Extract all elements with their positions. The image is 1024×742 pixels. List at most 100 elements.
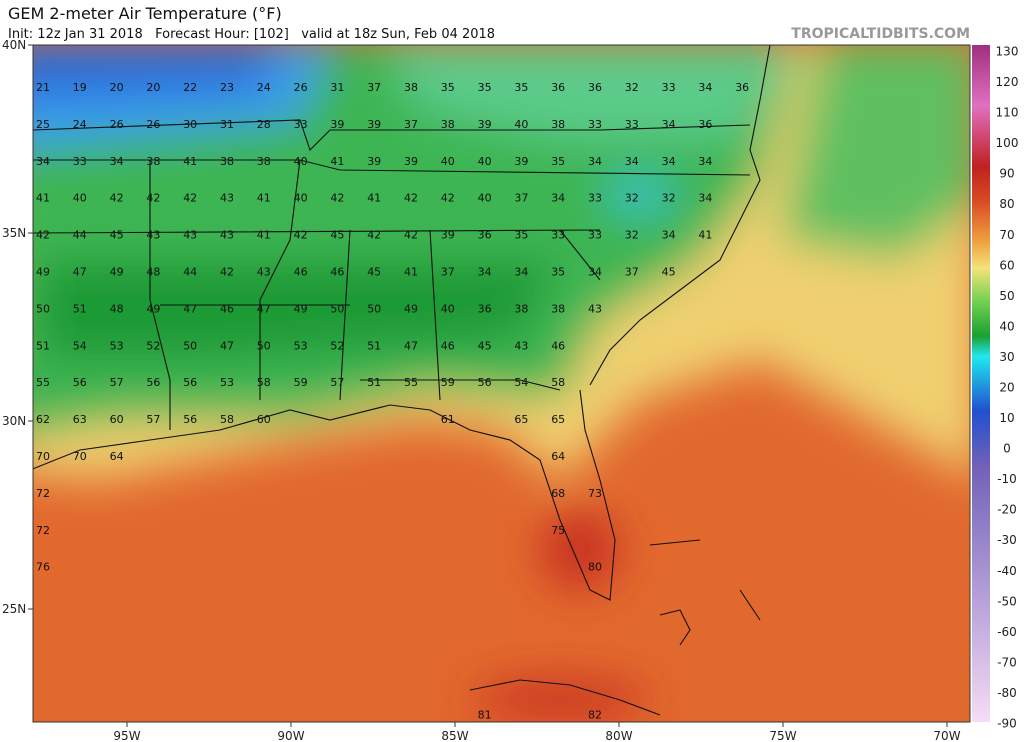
colorbar-label: 70 xyxy=(999,228,1014,242)
temperature-label: 37 xyxy=(367,81,381,94)
title: GEM 2-meter Air Temperature (°F) xyxy=(8,4,282,23)
colorbar-label: -50 xyxy=(997,594,1017,608)
temperature-label: 38 xyxy=(551,302,565,315)
temperature-label: 33 xyxy=(73,155,87,168)
temperature-label: 33 xyxy=(662,81,676,94)
temperature-label: 42 xyxy=(441,192,455,205)
temperature-label: 38 xyxy=(146,155,160,168)
temperature-label: 60 xyxy=(257,413,271,426)
temperature-label: 43 xyxy=(257,266,271,279)
colorbar xyxy=(972,45,990,722)
colorbar-label: -80 xyxy=(997,686,1017,700)
temperature-label: 37 xyxy=(625,266,639,279)
temperature-label: 68 xyxy=(551,487,565,500)
temperature-label: 35 xyxy=(441,81,455,94)
temperature-label: 40 xyxy=(294,155,308,168)
temperature-label: 24 xyxy=(257,81,271,94)
temperature-label: 43 xyxy=(588,302,602,315)
temperature-label: 54 xyxy=(73,339,87,352)
temperature-label: 43 xyxy=(183,229,197,242)
temperature-label: 64 xyxy=(110,450,124,463)
temperature-label: 40 xyxy=(514,118,528,131)
lon-label: 90W xyxy=(277,729,304,742)
temperature-label: 50 xyxy=(257,339,271,352)
temperature-label: 46 xyxy=(441,339,455,352)
temperature-label: 34 xyxy=(551,192,565,205)
colorbar-label: -90 xyxy=(997,717,1017,731)
temperature-label: 52 xyxy=(146,339,160,352)
colorbar-label: 100 xyxy=(996,136,1019,150)
temperature-label: 40 xyxy=(441,155,455,168)
temperature-label: 39 xyxy=(514,155,528,168)
temperature-label: 36 xyxy=(478,229,492,242)
temperature-label: 38 xyxy=(514,302,528,315)
temperature-label: 42 xyxy=(367,229,381,242)
temperature-label: 62 xyxy=(36,413,50,426)
colorbar-label: 60 xyxy=(999,258,1014,272)
temperature-label: 40 xyxy=(73,192,87,205)
temperature-label: 21 xyxy=(36,81,50,94)
temperature-label: 34 xyxy=(662,118,676,131)
temperature-label: 42 xyxy=(110,192,124,205)
temperature-label: 33 xyxy=(625,118,639,131)
temperature-label: 70 xyxy=(36,450,50,463)
temperature-label: 65 xyxy=(551,413,565,426)
temperature-label: 34 xyxy=(698,81,712,94)
temperature-label: 56 xyxy=(478,376,492,389)
temperature-label: 56 xyxy=(146,376,160,389)
temperature-label: 31 xyxy=(330,81,344,94)
temperature-label: 38 xyxy=(220,155,234,168)
temperature-label: 35 xyxy=(478,81,492,94)
temperature-label: 34 xyxy=(698,155,712,168)
temperature-label: 49 xyxy=(36,266,50,279)
colorbar-label: 30 xyxy=(999,350,1014,364)
temperature-label: 22 xyxy=(183,81,197,94)
temperature-label: 46 xyxy=(294,266,308,279)
temperature-label: 42 xyxy=(404,229,418,242)
lon-label: 85W xyxy=(441,729,468,742)
temperature-field xyxy=(33,45,970,722)
temperature-label: 41 xyxy=(257,192,271,205)
temperature-label: 33 xyxy=(588,192,602,205)
temperature-label: 55 xyxy=(404,376,418,389)
temperature-label: 41 xyxy=(36,192,50,205)
temperature-label: 46 xyxy=(330,266,344,279)
temperature-label: 39 xyxy=(367,118,381,131)
temperature-label: 32 xyxy=(625,229,639,242)
temperature-label: 45 xyxy=(662,266,676,279)
temperature-label: 51 xyxy=(367,339,381,352)
temperature-label: 40 xyxy=(294,192,308,205)
subtitle: Init: 12z Jan 31 2018 Forecast Hour: [10… xyxy=(8,27,495,42)
colorbar-label: -30 xyxy=(997,533,1017,547)
temperature-label: 39 xyxy=(478,118,492,131)
temperature-label: 34 xyxy=(36,155,50,168)
temperature-label: 19 xyxy=(73,81,87,94)
temperature-label: 58 xyxy=(257,376,271,389)
temperature-label: 34 xyxy=(588,155,602,168)
temperature-label: 50 xyxy=(36,302,50,315)
temperature-label: 41 xyxy=(404,266,418,279)
lon-label: 80W xyxy=(605,729,632,742)
temperature-label: 47 xyxy=(220,339,234,352)
temperature-label: 72 xyxy=(36,487,50,500)
temperature-label: 59 xyxy=(294,376,308,389)
temperature-label: 55 xyxy=(36,376,50,389)
temperature-label: 47 xyxy=(73,266,87,279)
temperature-label: 41 xyxy=(183,155,197,168)
temperature-label: 49 xyxy=(146,302,160,315)
temperature-label: 48 xyxy=(146,266,160,279)
temperature-label: 47 xyxy=(257,302,271,315)
temperature-label: 36 xyxy=(551,81,565,94)
temperature-label: 39 xyxy=(330,118,344,131)
temperature-label: 23 xyxy=(220,81,234,94)
temperature-label: 61 xyxy=(441,413,455,426)
temperature-label: 34 xyxy=(588,266,602,279)
temperature-label: 42 xyxy=(220,266,234,279)
temperature-label: 33 xyxy=(588,229,602,242)
temperature-label: 52 xyxy=(330,339,344,352)
temperature-label: 47 xyxy=(183,302,197,315)
colorbar-label: -10 xyxy=(997,472,1017,486)
temperature-label: 36 xyxy=(588,81,602,94)
temperature-label: 32 xyxy=(625,192,639,205)
temperature-label: 43 xyxy=(220,192,234,205)
